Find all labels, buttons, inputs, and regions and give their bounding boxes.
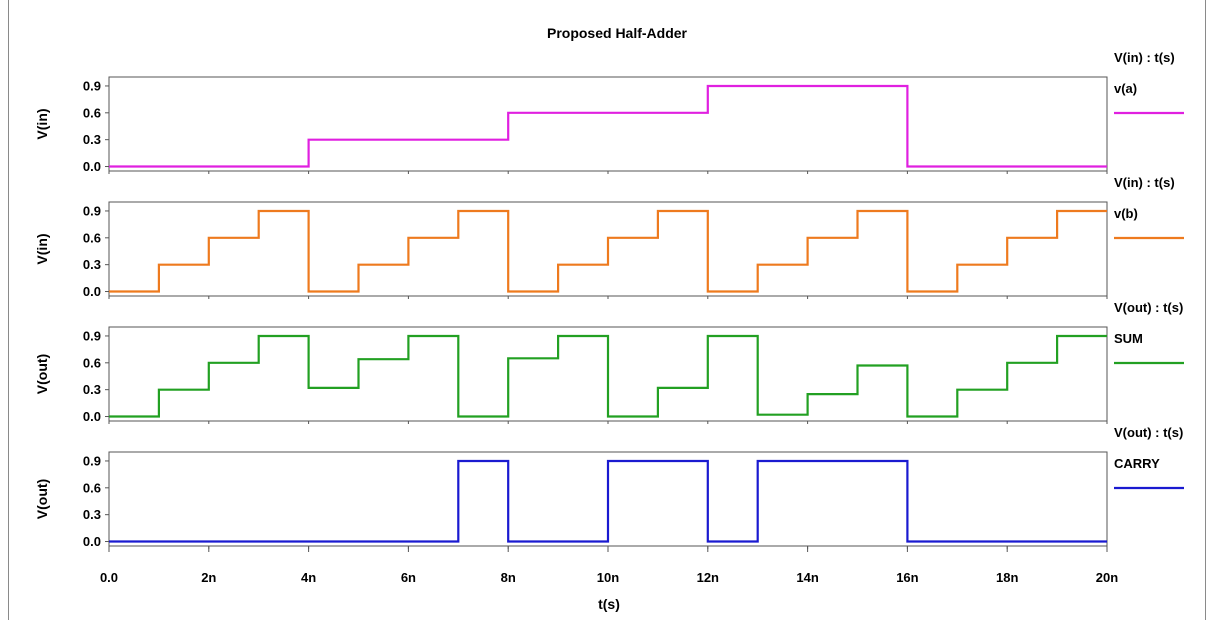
y-tick-label: 0.6 [83,355,101,370]
y-tick-label: 0.0 [83,284,101,299]
series-line-sum [109,334,1107,418]
y-tick-label: 0.6 [83,105,101,120]
y-tick-label: 0.9 [83,328,101,343]
panel-3: 0.0 0.3 0.6 0.9 V(out) V(out) : t(s) SUM [34,300,1184,424]
y-axis-label: V(in) [34,233,50,264]
x-tick-label: 6n [401,570,416,585]
legend-label: v(b) [1114,206,1138,221]
y-axis-label: V(out) [34,479,50,519]
panel-header: V(in) : t(s) [1114,175,1175,190]
legend-label: v(a) [1114,81,1137,96]
series-line-v-b [109,209,1107,293]
y-tick-label: 0.6 [83,230,101,245]
y-tick-label: 0.0 [83,534,101,549]
x-axis: 0.0 2n 4n 6n 8n 10n 12n 14n 16n 18n 20n [100,546,1118,585]
x-tick-label: 0.0 [100,570,118,585]
x-tick-label: 8n [501,570,516,585]
y-tick-label: 0.9 [83,453,101,468]
y-tick-label: 0.0 [83,159,101,174]
x-tick-label: 10n [597,570,619,585]
x-tick-label: 14n [796,570,818,585]
y-tick-label: 0.6 [83,480,101,495]
series-line-v-a [109,84,1107,168]
y-axis-label: V(out) [34,354,50,394]
y-tick-label: 0.3 [83,257,101,272]
half-adder-chart: Proposed Half-Adder 0.0 0.3 0.6 0.9 V(in) V(i… [34,25,1184,612]
legend-label: CARRY [1114,456,1160,471]
y-tick-label: 0.9 [83,78,101,93]
y-axis-label: V(in) [34,108,50,139]
chart-title: Proposed Half-Adder [547,25,688,41]
y-tick-label: 0.3 [83,507,101,522]
x-tick-label: 4n [301,570,316,585]
x-tick-label: 16n [896,570,918,585]
series-line-carry [109,459,1107,543]
panel-4: 0.0 0.3 0.6 0.9 V(out) V(out) : t(s) CARRY [34,425,1184,549]
y-tick-label: 0.3 [83,382,101,397]
panel-header: V(in) : t(s) [1114,50,1175,65]
y-tick-label: 0.3 [83,132,101,147]
panel-1: 0.0 0.3 0.6 0.9 V(in) V(in) : t(s) v(a) [34,50,1184,174]
y-tick-label: 0.9 [83,203,101,218]
x-tick-label: 2n [201,570,216,585]
x-tick-label: 20n [1096,570,1118,585]
panel-header: V(out) : t(s) [1114,300,1183,315]
panel-header: V(out) : t(s) [1114,425,1183,440]
chart-frame: Proposed Half-Adder 0.0 0.3 0.6 0.9 V(in) V(i… [8,0,1206,620]
x-axis-label: t(s) [598,596,620,612]
panel-2: 0.0 0.3 0.6 0.9 V(in) V(in) : t(s) v(b) [34,175,1184,299]
x-tick-label: 12n [697,570,719,585]
x-tick-label: 18n [996,570,1018,585]
panel-frame [108,76,1108,172]
panels-group: 0.00.30.60.9V(in)V(in) : t(s)v(a)0.00.30… [34,50,1184,549]
y-tick-label: 0.0 [83,409,101,424]
legend-label: SUM [1114,331,1143,346]
